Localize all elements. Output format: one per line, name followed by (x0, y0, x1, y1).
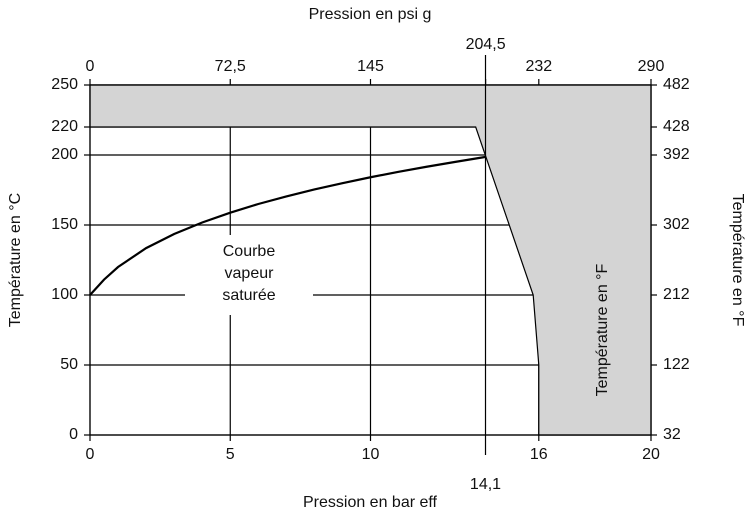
y-tick-label: 100 (51, 286, 78, 303)
x-tick-label: 16 (530, 446, 548, 463)
y2-tick-label: 392 (663, 146, 690, 163)
x2-tick-label: 0 (86, 58, 95, 75)
y2-tick-label: 428 (663, 118, 690, 135)
curve-label: saturée (222, 287, 275, 304)
y-tick-label: 150 (51, 216, 78, 233)
x-tick-label: 14,1 (470, 476, 501, 493)
y2-tick-label: 212 (663, 286, 690, 303)
y-tick-label: 200 (51, 146, 78, 163)
region-label: Température en °F (594, 263, 611, 396)
y2-tick-label: 32 (663, 426, 681, 443)
y-tick-label: 250 (51, 76, 78, 93)
saturated-steam-curve (89, 155, 486, 296)
x-tick-label: 20 (642, 446, 660, 463)
x-axis-title: Pression en bar eff (303, 494, 438, 511)
y2-tick-label: 122 (663, 356, 690, 373)
x2-tick-label: 290 (638, 58, 665, 75)
y2-tick-label: 302 (663, 216, 690, 233)
y-tick-label: 0 (69, 426, 78, 443)
y-tick-label: 220 (51, 118, 78, 135)
x2-tick-label: 145 (357, 58, 384, 75)
x-tick-label: 5 (226, 446, 235, 463)
x2-tick-label: 232 (525, 58, 552, 75)
y-axis-title: Température en °C (7, 193, 24, 327)
x2-axis-title: Pression en psi g (309, 6, 432, 23)
y2-tick-label: 482 (663, 76, 690, 93)
y2-axis-title: Température en °F (729, 194, 746, 327)
curve-label: vapeur (225, 265, 275, 282)
x-tick-label: 10 (362, 446, 380, 463)
x-tick-label: 0 (86, 446, 95, 463)
x2-tick-label: 72,5 (215, 58, 246, 75)
curve-label: Courbe (223, 243, 276, 260)
label-background (185, 235, 313, 315)
y-tick-label: 50 (60, 356, 78, 373)
x2-tick-label: 204,5 (466, 36, 506, 53)
